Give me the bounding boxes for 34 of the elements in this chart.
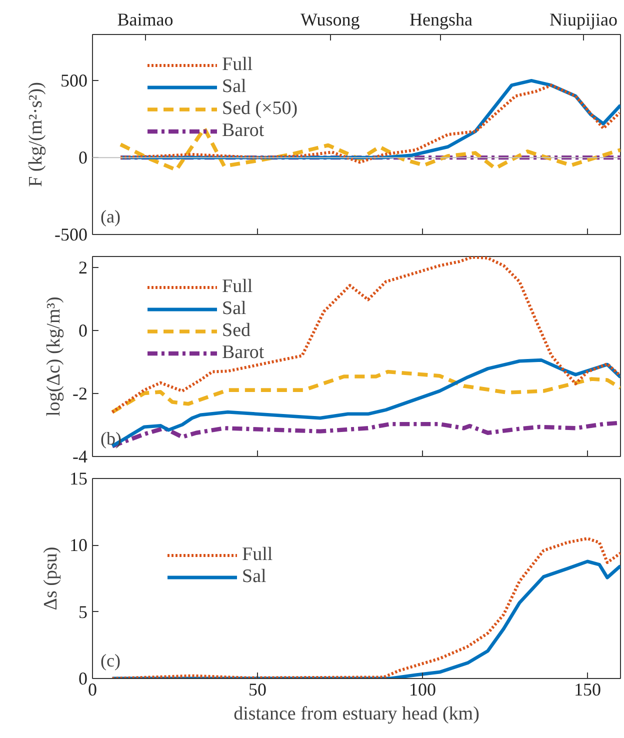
y-tick-label: 500 <box>60 70 88 91</box>
legend-label: Sal <box>222 298 246 320</box>
y-axis-title: Δs (psu) <box>40 546 62 610</box>
annotation: (a) <box>100 206 120 226</box>
y-tick-label: 15 <box>70 468 88 488</box>
x-tick-label: 150 <box>574 680 601 700</box>
text: Hengsha <box>409 10 472 30</box>
y-tick-label: -500 <box>54 224 88 244</box>
legend-label: Full <box>242 544 273 566</box>
y-axis-title: F (kg/(m²·s²)) <box>26 82 47 187</box>
text: Baimao <box>117 10 174 30</box>
legend-label: Sed <box>222 320 250 342</box>
text: Niupijiao <box>550 10 618 30</box>
x-axis-title: distance from estuary head (km) <box>234 704 480 724</box>
legend-label: Sed (×50) <box>222 98 298 120</box>
text: Wusong <box>300 10 360 30</box>
y-tick-label: 5 <box>78 602 88 622</box>
y-tick-label: 2 <box>78 258 88 278</box>
legend-label: Full <box>222 54 253 76</box>
x-tick-label: 100 <box>409 680 436 700</box>
legend-label: Sal <box>242 566 266 588</box>
annotation: (c) <box>100 650 120 670</box>
y-tick-label: -4 <box>72 446 88 466</box>
legend-label: Barot <box>222 342 264 364</box>
y-tick-label: 0 <box>78 320 88 341</box>
y-tick-label: 10 <box>70 535 88 556</box>
y-axis-title: log(Δc) (kg/m³) <box>44 296 65 416</box>
legend-label: Barot <box>222 120 264 142</box>
legend-label: Sal <box>222 76 246 98</box>
x-tick-label: 50 <box>248 680 266 700</box>
y-tick-label: -2 <box>72 384 88 404</box>
y-tick-label: 0 <box>78 148 88 168</box>
annotation: (b) <box>100 428 122 448</box>
legend-label: Full <box>222 276 253 298</box>
